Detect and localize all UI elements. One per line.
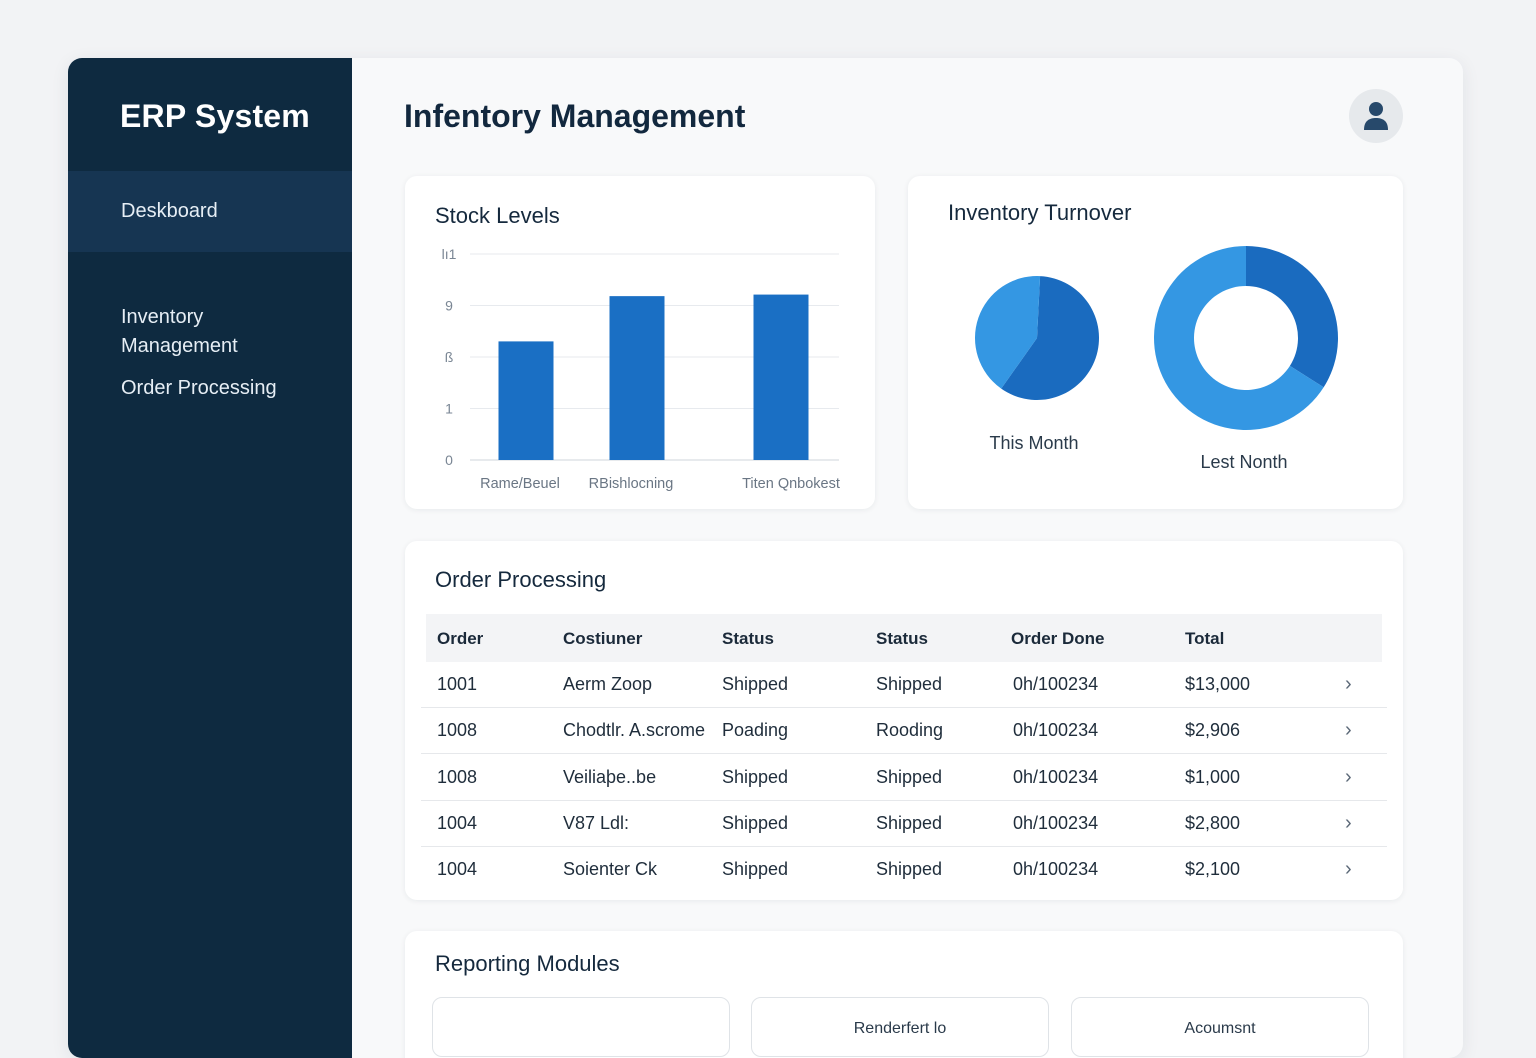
cell-order-done: 0h/100234 <box>1013 720 1099 741</box>
cell-customer-name: Chodtlr. A.scrome <box>563 720 706 741</box>
cell-order-id: 1008 <box>437 766 478 787</box>
bar <box>609 296 665 460</box>
cell-customer-name: Soienter Ck <box>563 859 658 880</box>
chevron-right-icon[interactable]: › <box>1345 719 1352 742</box>
y-tick-label: lı1 <box>442 246 457 262</box>
brand-title: ERP System <box>120 98 310 134</box>
cell-status-2: Shipped <box>876 674 943 694</box>
report-module-card[interactable]: Renderfert lo <box>751 997 1049 1057</box>
inventory-turnover-title: Inventory Turnover <box>948 200 1132 225</box>
order-processing-card: Order Processing Order Costiuner Status … <box>405 541 1403 900</box>
stock-levels-card: Stock Levels 0 1 ß 9 lı1 Rame/Beuel RBishlocni… <box>405 176 875 509</box>
last-month-label: Lest Nonth <box>1200 452 1288 472</box>
cell-status: Shipped <box>722 766 789 787</box>
cell-customer-name: V87 Ldl: <box>563 812 630 833</box>
x-tick-label: Rame/Beuel <box>480 476 560 492</box>
this-month-label: This Month <box>989 433 1079 453</box>
cell-order-id: 1004 <box>437 812 478 833</box>
sidebar: ERP System Deskboard Inventory Managemen… <box>68 58 352 1058</box>
pie-slice <box>1001 276 1099 400</box>
y-tick-label: ß <box>445 349 454 365</box>
avatar[interactable] <box>1349 89 1403 143</box>
column-header-order[interactable]: Order <box>437 629 484 648</box>
table-row[interactable]: 1004 Soienter Ck Shipped Shipped 0h/100234 $2… <box>421 847 1387 893</box>
column-header-total[interactable]: Total <box>1185 629 1225 648</box>
chevron-right-icon[interactable]: › <box>1345 811 1352 834</box>
page-title: Infentory Management <box>404 98 746 134</box>
cell-status: Shipped <box>722 812 789 833</box>
cell-order-id: 1001 <box>437 674 478 694</box>
report-module-label: Acoumsnt <box>1184 1020 1256 1037</box>
cell-status: Shipped <box>722 859 789 880</box>
cell-status-2: Rooding <box>876 720 944 741</box>
chevron-right-icon[interactable]: › <box>1345 673 1352 695</box>
cell-order-id: 1004 <box>437 859 478 880</box>
table-row[interactable]: 1008 Veiliaþe..be Shipped Shipped 0h/100234 $… <box>421 755 1387 801</box>
table-row[interactable]: 1008 Chodtlr. A.scrome Poading Rooding 0h/10… <box>421 708 1387 755</box>
cell-customer-name: Veiliaþe..be <box>563 766 657 787</box>
bar <box>498 341 554 460</box>
pie-slice <box>1246 246 1338 388</box>
sidebar-item-order-processing[interactable]: Order Processing <box>68 374 352 403</box>
cell-order-done: 0h/100234 <box>1013 812 1099 833</box>
reporting-modules-card: Reporting Modules Renderfert lo Acoumsnt <box>405 931 1403 1058</box>
sidebar-item-dashboard[interactable]: Deskboard <box>68 171 352 252</box>
cell-status-2: Shipped <box>876 812 943 833</box>
cell-order-total: $13,000 <box>1185 674 1251 694</box>
report-module-card[interactable]: Acoumsnt <box>1071 997 1369 1057</box>
chevron-right-icon[interactable]: › <box>1345 858 1352 881</box>
table-row[interactable]: 1004 V87 Ldl: Shipped Shipped 0h/100234 $2,80… <box>421 801 1387 847</box>
cell-customer-name: Aerm Zoop <box>563 674 653 694</box>
cell-order-total: $2,800 <box>1185 812 1241 833</box>
sidebar-item-inventory-management[interactable]: Inventory Management <box>68 274 352 361</box>
cell-order-done: 0h/100234 <box>1013 766 1099 787</box>
order-processing-title: Order Processing <box>435 567 607 592</box>
column-header-status[interactable]: Status <box>722 629 774 648</box>
column-header-status-2[interactable]: Status <box>876 629 928 648</box>
y-tick-label: 1 <box>445 401 453 417</box>
sidebar-item-label: Order Processing <box>121 377 277 399</box>
inventory-turnover-chart <box>975 246 1338 430</box>
app-window: ERP System Deskboard Inventory Managemen… <box>68 58 1463 1058</box>
cell-order-done: 0h/100234 <box>1013 859 1099 880</box>
y-tick-label: 9 <box>445 298 453 314</box>
cell-order-total: $1,000 <box>1185 766 1241 787</box>
x-tick-label: RBishlocning <box>589 476 674 492</box>
cell-status-2: Shipped <box>876 859 943 880</box>
table-header <box>426 614 1382 662</box>
y-tick-label: 0 <box>445 452 453 468</box>
report-module-card[interactable] <box>432 997 730 1057</box>
inventory-turnover-card: Inventory Turnover This Month Lest Nonth <box>908 176 1403 509</box>
pie-slice <box>1154 246 1324 430</box>
cell-order-id: 1008 <box>437 720 478 741</box>
report-module-label: Renderfert lo <box>853 1020 947 1037</box>
sidebar-item-label: Inventory Management <box>121 306 238 357</box>
main-content: Infentory Management Stock Levels 0 1 ß 9 lı… <box>352 58 1463 1058</box>
stock-levels-title: Stock Levels <box>435 203 560 228</box>
chevron-right-icon[interactable]: › <box>1345 765 1352 788</box>
reporting-modules-title: Reporting Modules <box>435 951 620 976</box>
cell-status-2: Shipped <box>876 766 943 787</box>
user-icon <box>1364 102 1388 130</box>
cell-status: Poading <box>722 720 789 741</box>
x-tick-label: Titen Qnbokest <box>742 476 840 492</box>
table-row[interactable]: 1001 Aerm Zoop Shipped Shipped 0h/100234 $13,… <box>421 662 1387 708</box>
pie-slice <box>975 276 1041 389</box>
sidebar-item-label: Deskboard <box>121 200 218 222</box>
column-header-order-done[interactable]: Order Done <box>1011 629 1105 648</box>
cell-order-total: $2,906 <box>1185 720 1241 741</box>
cell-order-total: $2,100 <box>1185 859 1241 880</box>
cell-order-done: 0h/100234 <box>1013 674 1099 694</box>
bar <box>753 294 809 460</box>
cell-status: Shipped <box>722 674 789 694</box>
column-header-customer[interactable]: Costiuner <box>563 629 643 648</box>
stock-levels-chart: 0 1 ß 9 lı1 Rame/Beuel RBishlocning Titen Qnbok… <box>442 246 840 492</box>
